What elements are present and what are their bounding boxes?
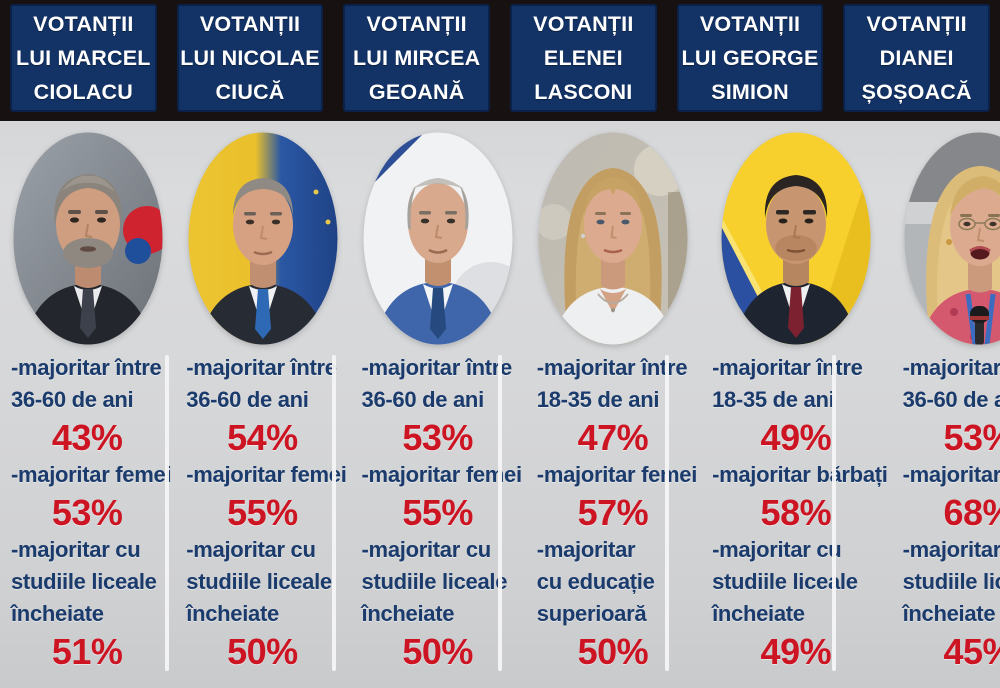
stat-label: -majoritar cu studiile liceale încheiate bbox=[712, 537, 858, 626]
stat-value: 50% bbox=[227, 631, 298, 672]
nicolae-ciuca-portrait bbox=[188, 132, 338, 345]
stat-label: -majoritar cu studiile liceale încheiate bbox=[186, 537, 332, 626]
stat-label: -majoritar între 36-60 de ani bbox=[186, 355, 337, 412]
column-divider bbox=[832, 355, 836, 671]
header-band: VOTANȚII LUI MARCEL CIOLACU VOTANȚII LUI… bbox=[0, 0, 1000, 121]
stats-sosoaca: -majoritar între 36-60 de ani 53% -major… bbox=[892, 345, 1000, 673]
stat-value: 58% bbox=[760, 492, 832, 533]
stat-value: 68% bbox=[943, 492, 1000, 533]
header-ciuca-label: VOTANȚII LUI NICOLAE CIUCĂ bbox=[180, 12, 320, 104]
stat-value: 55% bbox=[402, 492, 473, 533]
candidate-column-ciolacu: -majoritar între 36-60 de ani 43% -major… bbox=[0, 121, 175, 688]
stat-label: -majoritar cu studiile liceale încheiate bbox=[902, 537, 1000, 626]
candidate-column-ciuca: -majoritar între 36-60 de ani 54% -major… bbox=[175, 121, 350, 688]
columns-area: -majoritar între 36-60 de ani 43% -major… bbox=[0, 121, 1000, 688]
candidate-column-sosoaca: -majoritar între 36-60 de ani 53% -major… bbox=[892, 121, 1000, 688]
column-divider bbox=[665, 355, 669, 671]
stat-label: -majoritar cu studiile liceale încheiate bbox=[361, 537, 508, 626]
diana-sosoaca-portrait bbox=[904, 132, 1000, 345]
stat-label: -majoritar între 36-60 de ani bbox=[11, 355, 162, 412]
stat-value: 49% bbox=[760, 417, 832, 458]
column-divider bbox=[332, 355, 336, 671]
header-ciolacu-label: VOTANȚII LUI MARCEL CIOLACU bbox=[16, 12, 151, 104]
elena-lasconi-portrait bbox=[538, 132, 688, 345]
stat-value: 45% bbox=[943, 631, 1000, 672]
header-ciolacu: VOTANȚII LUI MARCEL CIOLACU bbox=[10, 4, 157, 112]
stats-ciuca: -majoritar între 36-60 de ani 54% -major… bbox=[175, 345, 350, 673]
stat-label: -majoritar între 18-35 de ani bbox=[712, 355, 863, 412]
candidate-column-lasconi: -majoritar între 18-35 de ani 47% -major… bbox=[526, 121, 701, 688]
stat-value: 50% bbox=[402, 631, 473, 672]
header-simion: VOTANȚII LUI GEORGE SIMION bbox=[676, 4, 824, 112]
column-divider bbox=[165, 355, 169, 671]
mircea-geoana-portrait bbox=[363, 132, 513, 345]
stat-value: 55% bbox=[227, 492, 298, 533]
stats-simion: -majoritar între 18-35 de ani 49% -major… bbox=[701, 345, 892, 673]
header-sosoaca-label: VOTANȚII DIANEI ȘOȘOACĂ bbox=[861, 12, 972, 104]
stats-lasconi: -majoritar între 18-35 de ani 47% -major… bbox=[526, 345, 701, 673]
stat-label: -majoritar cu studiile liceale încheiate bbox=[11, 537, 157, 626]
candidate-column-geoana: -majoritar între 36-60 de ani 53% -major… bbox=[351, 121, 526, 688]
stat-label: -majoritar femei bbox=[902, 462, 1000, 487]
stat-value: 43% bbox=[51, 417, 123, 458]
stat-label: -majoritar între 36-60 de ani bbox=[361, 355, 513, 412]
stats-geoana: -majoritar între 36-60 de ani 53% -major… bbox=[351, 345, 526, 673]
header-ciuca: VOTANȚII LUI NICOLAE CIUCĂ bbox=[176, 4, 324, 112]
stat-value: 53% bbox=[943, 417, 1000, 458]
header-lasconi: VOTANȚII ELENEI LASCONI bbox=[510, 4, 657, 112]
stats-ciolacu: -majoritar între 36-60 de ani 43% -major… bbox=[0, 345, 175, 673]
candidate-column-simion: -majoritar între 18-35 de ani 49% -major… bbox=[701, 121, 892, 688]
stat-value: 51% bbox=[51, 631, 123, 672]
stat-label: -majoritar femei bbox=[361, 462, 523, 487]
column-divider bbox=[498, 355, 502, 671]
stat-value: 53% bbox=[402, 417, 473, 458]
header-lasconi-label: VOTANȚII ELENEI LASCONI bbox=[533, 12, 634, 104]
stat-value: 50% bbox=[577, 631, 649, 672]
stat-value: 47% bbox=[577, 417, 649, 458]
stat-label: -majoritar femei bbox=[11, 462, 172, 487]
header-geoana: VOTANȚII LUI MIRCEA GEOANĂ bbox=[343, 4, 491, 112]
stat-label: -majoritar femei bbox=[536, 462, 698, 487]
stat-label: -majoritar cu educație superioară bbox=[536, 537, 655, 626]
stat-value: 53% bbox=[51, 492, 123, 533]
stat-value: 54% bbox=[227, 417, 298, 458]
stat-label: -majoritar între 36-60 de ani bbox=[902, 355, 1000, 412]
stat-label: -majoritar bărbați bbox=[712, 462, 888, 487]
george-simion-portrait bbox=[721, 132, 871, 345]
stat-label: -majoritar femei bbox=[186, 462, 347, 487]
header-simion-label: VOTANȚII LUI GEORGE SIMION bbox=[681, 12, 819, 104]
header-geoana-label: VOTANȚII LUI MIRCEA GEOANĂ bbox=[352, 12, 481, 104]
stat-value: 49% bbox=[760, 631, 832, 672]
stat-label: -majoritar între 18-35 de ani bbox=[536, 355, 688, 412]
stat-value: 57% bbox=[577, 492, 649, 533]
marcel-ciolacu-portrait bbox=[13, 132, 163, 345]
header-sosoaca: VOTANȚII DIANEI ȘOȘOACĂ bbox=[843, 4, 991, 112]
